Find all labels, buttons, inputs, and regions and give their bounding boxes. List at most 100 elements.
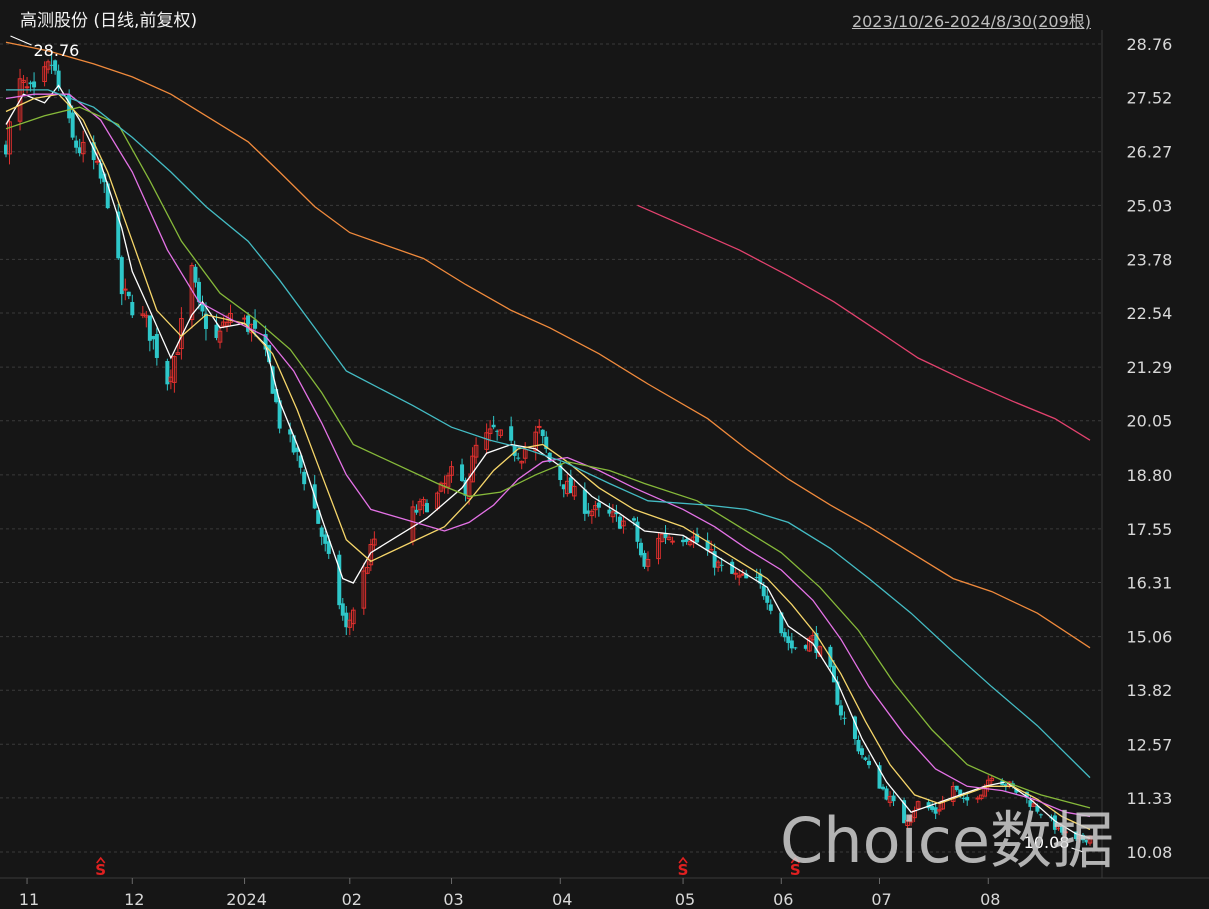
candle-body <box>666 536 672 541</box>
candle-body <box>495 430 500 432</box>
candle-body <box>656 537 661 560</box>
candle-body <box>94 160 100 163</box>
candle-body <box>859 748 864 755</box>
candle-body <box>28 82 33 85</box>
candle-body <box>761 585 766 597</box>
candle-body <box>884 788 889 800</box>
sell-signal-label: S <box>95 861 106 879</box>
candle-body <box>1031 803 1037 807</box>
sell-signal-label: S <box>790 861 801 879</box>
candle-body <box>536 425 542 428</box>
candle-body <box>782 632 787 638</box>
candle-body <box>165 360 170 385</box>
candle-body <box>617 516 622 529</box>
candle-body <box>1084 839 1089 843</box>
candle-body <box>610 511 616 518</box>
candle-body <box>715 561 721 568</box>
date-range-label[interactable]: 2023/10/26-2024/8/30(209根) <box>851 12 1091 31</box>
annotations: 28.76 10.08 S S S <box>10 35 1084 879</box>
ma250-line <box>637 204 1091 441</box>
candle-body <box>512 445 517 456</box>
x-tick-label: 05 <box>675 890 695 909</box>
candle-body <box>877 765 882 789</box>
low-marker-label: 10.08 <box>1024 833 1070 852</box>
candle-body <box>98 163 103 179</box>
candle-body <box>102 173 107 183</box>
y-tick-label: 20.05 <box>1127 412 1173 431</box>
candle-body <box>558 463 563 481</box>
candle-body <box>1003 784 1008 787</box>
candle-body <box>621 520 626 527</box>
candle-body <box>316 510 321 524</box>
candles <box>4 51 1093 846</box>
candle-body <box>200 304 205 312</box>
candle-body <box>7 121 12 155</box>
candle-body <box>670 540 675 543</box>
y-tick-label: 15.06 <box>1127 628 1173 647</box>
candle-body <box>803 645 808 649</box>
candle-body <box>196 281 201 303</box>
candle-body <box>1035 805 1040 812</box>
candle-body <box>561 484 566 490</box>
candle-body <box>263 334 268 350</box>
candle-body <box>908 815 914 823</box>
candle-body <box>326 541 331 554</box>
candle-body <box>151 336 156 340</box>
candle-body <box>116 211 121 259</box>
candle-body <box>319 527 324 537</box>
high-marker-label: 28.76 <box>34 41 80 60</box>
candle-body <box>295 447 300 452</box>
candle-body <box>740 573 745 576</box>
candle-body <box>572 485 577 497</box>
candle-body <box>1038 814 1043 816</box>
candle-body <box>274 389 279 403</box>
candle-body <box>466 478 472 500</box>
candle-body <box>193 266 198 283</box>
x-tick-label: 11 <box>19 890 39 909</box>
candle-body <box>614 512 619 515</box>
candle-body <box>424 503 429 513</box>
candle-body <box>175 352 181 355</box>
x-axis-labels: 11 12 2024 02 03 04 05 06 07 08 <box>19 878 1000 909</box>
candle-body <box>635 521 640 542</box>
candle-body <box>582 489 587 514</box>
candle-body <box>807 637 812 652</box>
candle-body <box>638 542 643 556</box>
candle-body <box>80 141 86 155</box>
candle-body <box>105 183 110 209</box>
candle-body <box>765 595 770 603</box>
candle-body <box>589 510 595 517</box>
candle-body <box>936 809 942 812</box>
candle-body <box>172 356 177 383</box>
candle-body <box>954 785 959 790</box>
candle-body <box>122 288 128 291</box>
candle-body <box>978 794 984 800</box>
candle-body <box>91 142 96 161</box>
moving-average-lines <box>5 41 1091 839</box>
candle-body <box>460 464 465 481</box>
candle-body <box>344 612 349 628</box>
x-tick-label: 07 <box>871 890 891 909</box>
chart-title: 高测股份 (日线,前复权) <box>20 11 198 31</box>
candle-body <box>1073 831 1078 840</box>
candle-body <box>277 400 282 429</box>
y-tick-label: 25.03 <box>1127 196 1173 215</box>
candle-body <box>533 431 539 452</box>
candle-body <box>242 317 247 320</box>
candle-body <box>414 509 419 513</box>
y-tick-label: 18.80 <box>1127 466 1173 485</box>
candle-body <box>67 94 72 119</box>
candle-body <box>1087 835 1093 844</box>
candle-body <box>835 681 840 705</box>
candle-body <box>705 540 710 551</box>
candle-body <box>337 554 342 606</box>
candle-body <box>56 70 61 89</box>
candle-body <box>253 319 258 329</box>
candle-body <box>119 257 124 295</box>
x-tick-label: 02 <box>342 890 362 909</box>
candle-body <box>270 366 275 394</box>
y-tick-label: 11.33 <box>1127 789 1173 808</box>
candle-body <box>21 79 26 83</box>
candle-body <box>902 800 907 824</box>
